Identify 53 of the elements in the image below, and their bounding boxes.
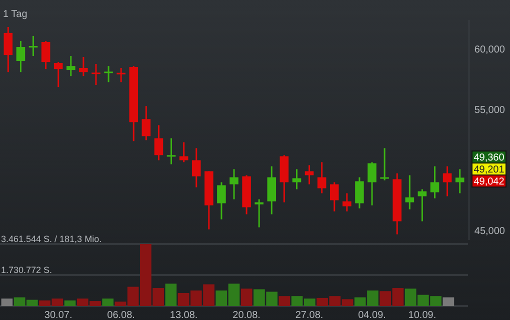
text: 49,360 <box>474 152 505 164</box>
candlestick <box>28 35 38 57</box>
candlestick <box>342 192 352 212</box>
candlestick <box>116 67 126 83</box>
candlestick <box>368 161 376 206</box>
text: 49,042 <box>474 176 505 188</box>
candlestick <box>104 65 113 83</box>
candlestick <box>292 168 302 190</box>
bar <box>442 297 454 306</box>
candlestick <box>430 166 440 200</box>
x-tick-label: 13.08. <box>170 310 198 320</box>
candlestick <box>217 181 226 220</box>
candlestick <box>317 161 326 194</box>
chart-subtitle: 1 Tag <box>3 9 28 20</box>
candlestick <box>304 164 314 186</box>
bar <box>240 288 252 306</box>
text: 49,201 <box>474 164 505 176</box>
x-tick-label: 10.09. <box>408 310 436 320</box>
x-tick-label: 27.08. <box>295 310 324 320</box>
y-tick-label: 55,000 <box>474 104 506 116</box>
ref-line-label: 3.461.544 S. / 181,3 Mio. <box>1 234 102 244</box>
candlestick <box>192 147 201 188</box>
x-tick-label: 04.09. <box>358 310 386 320</box>
bar <box>102 298 114 306</box>
candlestick <box>41 40 50 70</box>
ref-line-label: 1.730.772 S. <box>1 265 52 275</box>
bar <box>165 284 177 306</box>
candlestick <box>154 124 164 161</box>
x-tick-label: 06.08. <box>107 310 135 320</box>
candlestick <box>330 181 339 212</box>
candlestick <box>355 176 364 210</box>
candlestick <box>380 147 389 182</box>
bar <box>1 298 13 306</box>
x-tick-label: 20.08. <box>232 310 260 320</box>
candlestick <box>54 61 63 88</box>
candlestick <box>16 40 26 73</box>
candlestick <box>254 198 264 228</box>
x-tick-label: 30.07. <box>44 310 72 320</box>
candlestick <box>405 174 414 210</box>
y-tick-label: 45,000 <box>474 226 506 237</box>
candlestick <box>179 141 188 163</box>
candlestick <box>142 105 151 141</box>
candlestick <box>455 168 464 194</box>
candlestick <box>230 168 238 200</box>
candlestick <box>66 55 76 77</box>
y-tick-label: 60,000 <box>474 44 506 56</box>
candlestick <box>166 137 176 165</box>
bar <box>278 296 290 306</box>
candlestick <box>442 166 452 197</box>
candlestick <box>4 26 13 73</box>
candlestick <box>79 56 88 77</box>
bar <box>64 300 76 306</box>
candlestick <box>92 63 100 86</box>
